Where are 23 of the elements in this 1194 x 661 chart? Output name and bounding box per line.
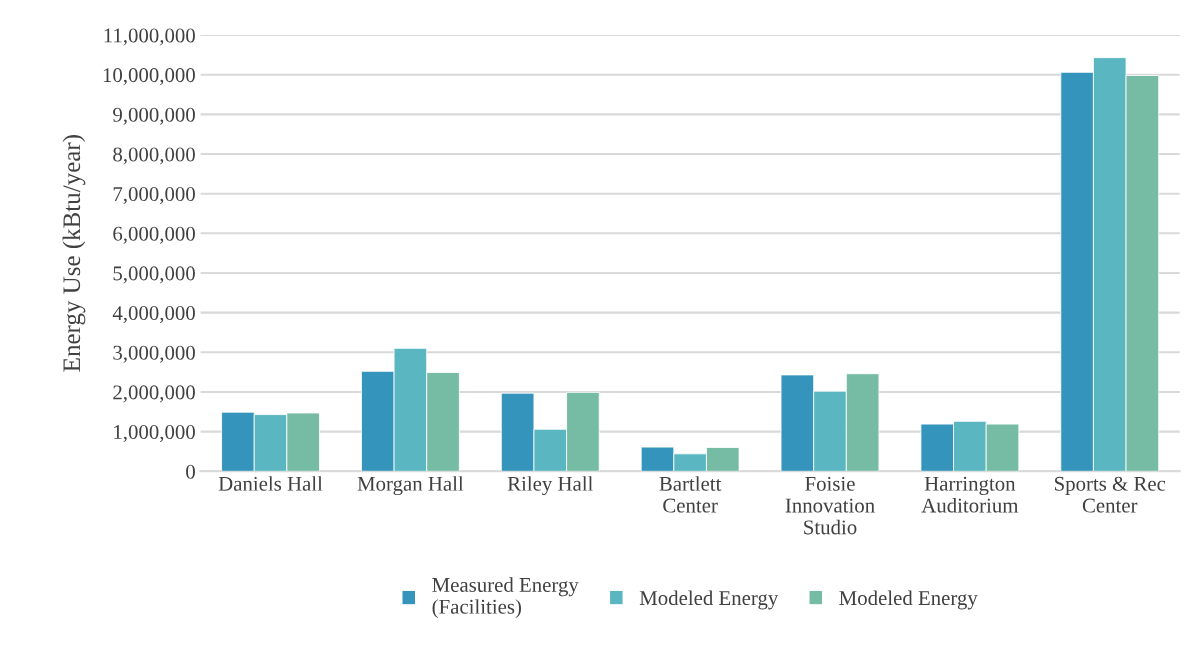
y-tick-label: 10,000,000 bbox=[103, 68, 195, 86]
y-tick-label: 7,000,000 bbox=[113, 187, 195, 205]
y-tick-label: 5,000,000 bbox=[113, 266, 195, 284]
x-tick-label: Riley Hall bbox=[507, 476, 593, 496]
y-tick-label: 3,000,000 bbox=[113, 345, 195, 363]
legend-label: Modeled Energy bbox=[839, 590, 978, 610]
y-tick-label: 0 bbox=[186, 464, 195, 479]
y-tick-label: 8,000,000 bbox=[113, 147, 195, 165]
y-tick-label: 11,000,000 bbox=[104, 28, 195, 46]
y-tick-label: 2,000,000 bbox=[113, 385, 195, 403]
x-tick-label: Harrington Auditorium bbox=[921, 476, 1019, 513]
x-tick-label: Foisie Innovation Studio bbox=[785, 476, 875, 535]
x-tick-label: Sports & Rec Center bbox=[1055, 476, 1166, 513]
y-tick-label: 4,000,000 bbox=[112, 306, 195, 324]
x-tick-label: Bartlett Center bbox=[659, 476, 722, 513]
legend-label: Measured Energy (Facilities) bbox=[432, 577, 579, 619]
y-tick-label: 1,000,000 bbox=[114, 425, 195, 443]
y-tick-label: 6,000,000 bbox=[113, 226, 195, 244]
y-axis-title: Energy Use (kBtu/year) bbox=[62, 135, 86, 372]
x-tick-label: Daniels Hall bbox=[218, 476, 323, 491]
x-tick-label: Morgan Hall bbox=[357, 476, 464, 496]
y-tick-label: 9,000,000 bbox=[113, 107, 195, 125]
legend-label: Modeled Energy bbox=[639, 590, 779, 610]
